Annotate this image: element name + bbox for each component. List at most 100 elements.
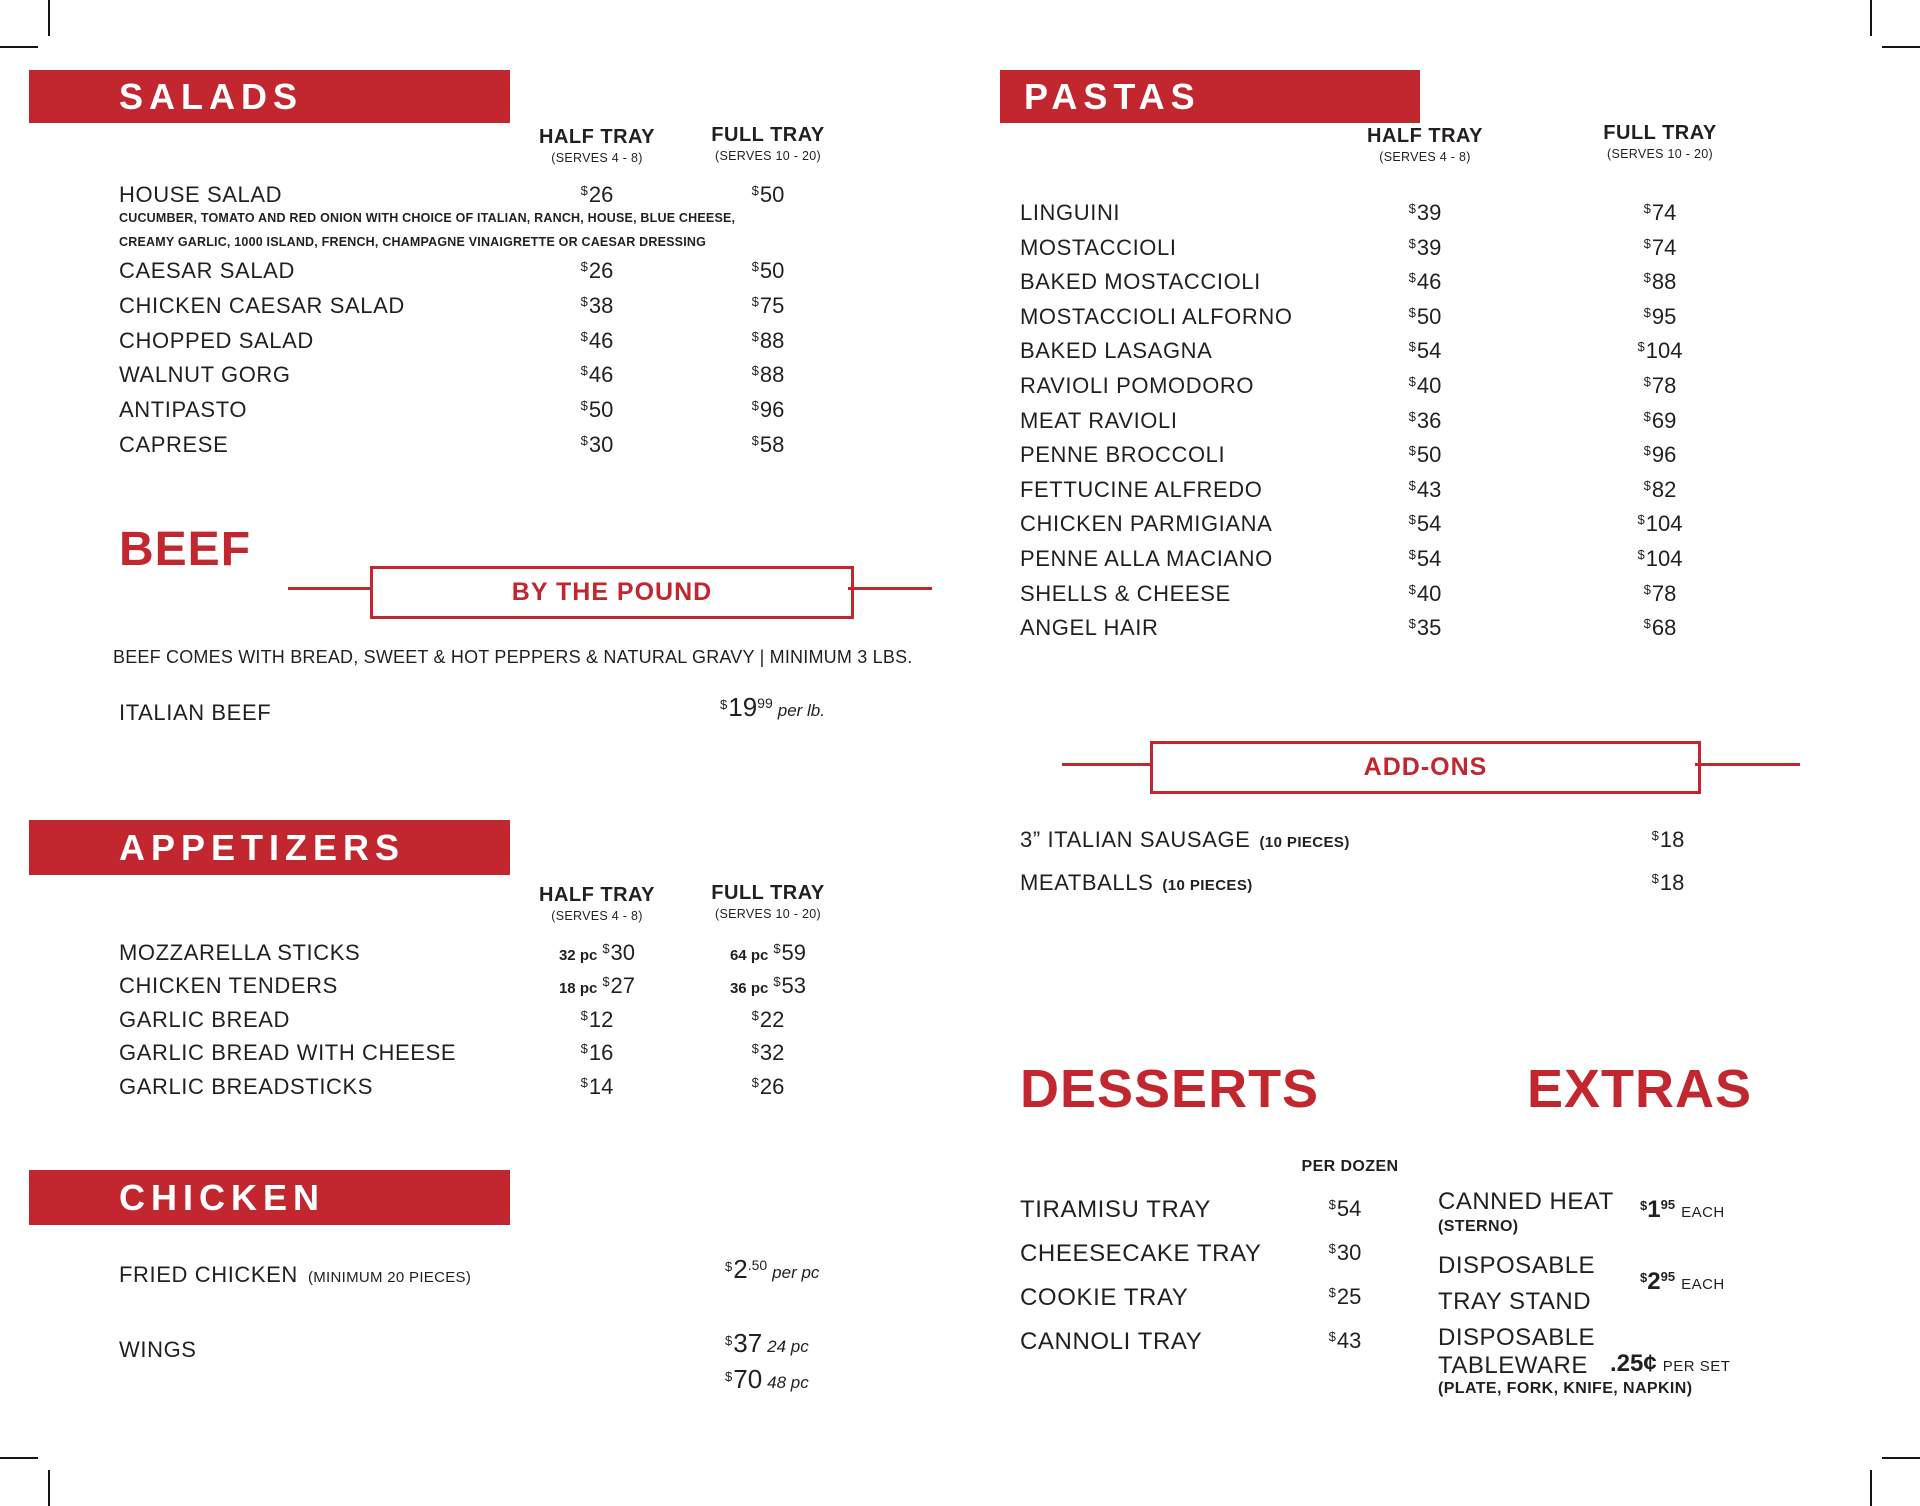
menu-row-appetizer: GARLIC BREAD $12 $22 xyxy=(0,1007,1920,1037)
price-value: 74 xyxy=(1651,200,1677,225)
item-name-group: MEATBALLS (10 PIECES) xyxy=(1020,870,1253,896)
price-half: $38 xyxy=(581,293,614,319)
dollar-sign: $ xyxy=(580,1008,588,1023)
item-name: DISPOSABLE xyxy=(1438,1252,1596,1279)
price-half: $12 xyxy=(581,1007,614,1033)
price-unit: PER SET xyxy=(1662,1358,1731,1375)
price-full: $69 xyxy=(1644,408,1677,434)
dollar-sign: $ xyxy=(1408,616,1416,631)
full-tray-column-header: FULL TRAY (SERVES 10 - 20) xyxy=(711,124,824,163)
item-name: FETTUCINE ALFREDO xyxy=(1020,477,1263,502)
dollar-sign: $ xyxy=(751,363,759,378)
price-full: $74 xyxy=(1644,235,1677,261)
price-value: 18 xyxy=(1659,827,1685,852)
item-note: (MINIMUM 20 PIECES) xyxy=(307,1269,472,1286)
price-unit: per pc xyxy=(772,1263,820,1282)
full-tray-label: FULL TRAY xyxy=(711,124,825,146)
price: $18 xyxy=(1652,827,1685,853)
price-half: $54 xyxy=(1409,338,1442,364)
dollar-sign: $ xyxy=(1643,478,1651,493)
divider-line xyxy=(288,587,370,590)
price-full: $78 xyxy=(1644,373,1677,399)
menu-row-appetizer: GARLIC BREADSTICKS $14 $26 xyxy=(0,1074,1920,1104)
price-value: 2 xyxy=(1647,1268,1661,1295)
item-name: HOUSE SALAD xyxy=(119,182,283,207)
dollar-sign: $ xyxy=(1408,270,1416,285)
price-value: 38 xyxy=(588,293,614,318)
half-tray-column-header: HALF TRAY (SERVES 4 - 8) xyxy=(539,126,655,165)
price-value: 88 xyxy=(1651,269,1677,294)
price-cents: .50 xyxy=(747,1257,768,1273)
item-name: ITALIAN BEEF xyxy=(119,700,272,725)
item-name: RAVIOLI POMODORO xyxy=(1020,373,1255,398)
item-name: SHELLS & CHEESE xyxy=(1020,581,1231,606)
price-value: 96 xyxy=(1651,442,1677,467)
crop-mark xyxy=(1882,1457,1920,1459)
dollar-sign: $ xyxy=(1643,270,1651,285)
price-full: $74 xyxy=(1644,200,1677,226)
salads-section-banner: SALADS xyxy=(29,70,510,123)
price-value: 39 xyxy=(1416,200,1442,225)
dollar-sign: $ xyxy=(1643,443,1651,458)
half-tray-label: HALF TRAY xyxy=(539,126,655,148)
price-value: 32 xyxy=(759,1040,785,1065)
dollar-sign: $ xyxy=(1408,201,1416,216)
beef-note: BEEF COMES WITH BREAD, SWEET & HOT PEPPE… xyxy=(113,647,913,667)
dollar-sign: $ xyxy=(580,398,588,413)
item-name: CHEESECAKE TRAY xyxy=(1020,1240,1262,1267)
price-half: $36 xyxy=(1409,408,1442,434)
price-value: 30 xyxy=(588,432,614,457)
dollar-sign: $ xyxy=(1408,236,1416,251)
price-value: 54 xyxy=(1336,1196,1362,1221)
price: $54 xyxy=(1329,1196,1362,1222)
price-value: 96 xyxy=(759,397,785,422)
dollar-sign: $ xyxy=(1651,871,1659,886)
price-half: $39 xyxy=(1409,235,1442,261)
price-value: 46 xyxy=(588,362,614,387)
price-full: $82 xyxy=(1644,477,1677,503)
price-value: 74 xyxy=(1651,235,1677,260)
full-tray-column-header: FULL TRAY (SERVES 10 - 20) xyxy=(711,882,824,921)
menu-row-appetizer: CHICKEN TENDERS 18 pc $27 36 pc $53 xyxy=(0,973,1920,1003)
price-full: $68 xyxy=(1644,615,1677,641)
menu-row-salad: CHICKEN CAESAR SALAD $38 $75 xyxy=(0,293,1920,323)
item-name: CANNOLI TRAY xyxy=(1020,1328,1203,1355)
dollar-sign: $ xyxy=(1408,512,1416,527)
price-half: $50 xyxy=(1409,442,1442,468)
dollar-sign: $ xyxy=(751,294,759,309)
dollar-sign: $ xyxy=(1643,582,1651,597)
house-salad-description: CUCUMBER, TOMATO AND RED ONION WITH CHOI… xyxy=(119,211,736,225)
dollar-sign: $ xyxy=(751,398,759,413)
price-value: 54 xyxy=(1416,338,1442,363)
menu-row-addon: 3” ITALIAN SAUSAGE (10 PIECES) $18 xyxy=(0,827,1920,857)
dollar-sign: $ xyxy=(1328,1285,1336,1300)
price-value: 50 xyxy=(759,182,785,207)
dollar-sign: $ xyxy=(1637,339,1645,354)
item-name: CHICKEN PARMIGIANA xyxy=(1020,511,1273,536)
price-cents: 99 xyxy=(757,695,773,711)
price-value: .25¢ xyxy=(1610,1350,1657,1377)
full-tray-label: FULL TRAY xyxy=(711,882,825,904)
pastas-section-banner: PASTAS xyxy=(1000,70,1420,123)
chicken-section-title: CHICKEN xyxy=(119,1176,326,1218)
price-value: 50 xyxy=(1416,304,1442,329)
price-value: 50 xyxy=(588,397,614,422)
price-half: $35 xyxy=(1409,615,1442,641)
dollar-sign: $ xyxy=(1328,1329,1336,1344)
price-full: $104 xyxy=(1638,546,1683,572)
item-name: CAESAR SALAD xyxy=(119,258,295,283)
crop-mark xyxy=(1870,0,1872,36)
half-tray-column-header: HALF TRAY (SERVES 4 - 8) xyxy=(539,884,655,923)
appetizers-section-banner: APPETIZERS xyxy=(29,820,510,875)
price-value: 104 xyxy=(1645,511,1683,536)
crop-mark xyxy=(48,0,50,36)
price-value: 37 xyxy=(733,1328,763,1358)
price-cents: 95 xyxy=(1660,1197,1676,1212)
item-note: (10 PIECES) xyxy=(1162,877,1253,894)
dollar-sign: $ xyxy=(773,974,781,989)
item-note: (10 PIECES) xyxy=(1259,834,1350,851)
price-half: $46 xyxy=(581,362,614,388)
price-half: $46 xyxy=(1409,269,1442,295)
crop-mark xyxy=(0,1457,38,1459)
